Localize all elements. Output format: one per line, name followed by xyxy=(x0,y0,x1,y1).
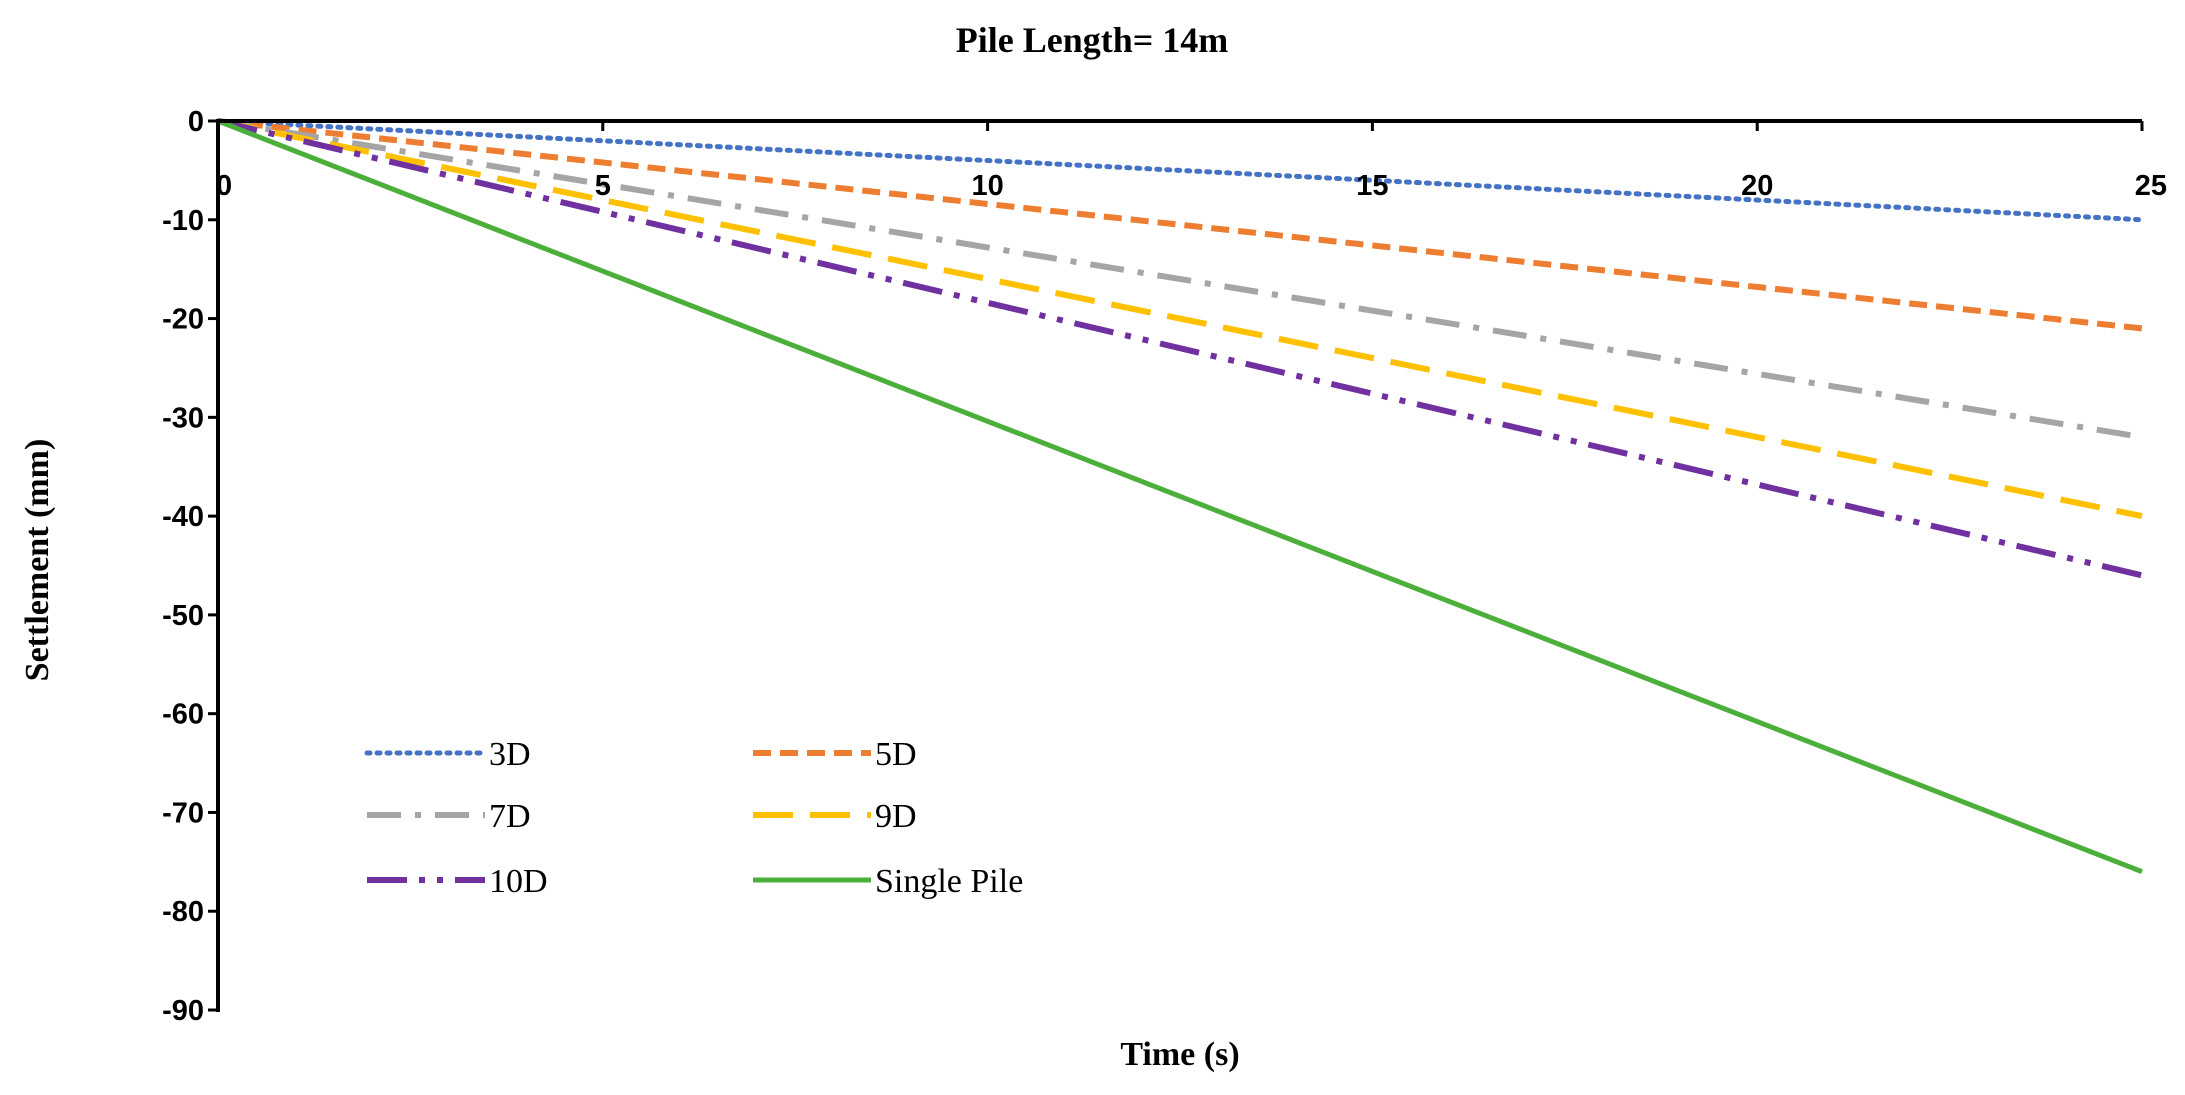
ticks-layer: 0 -10 -20 -30 -40 -50 -60 -70 -80 -90 0 5 10 15 20 25 xyxy=(162,106,2167,1027)
legend-label-5d: 5D xyxy=(875,736,917,773)
series-line-7d xyxy=(217,118,2143,441)
y-tick-label: -30 xyxy=(162,402,204,434)
legend-label-3d: 3D xyxy=(489,736,531,773)
y-tick-label: -90 xyxy=(162,995,204,1027)
x-tick-label: 15 xyxy=(1356,170,1388,202)
y-tick-label: -80 xyxy=(162,896,204,928)
x-tick-label: 25 xyxy=(2135,170,2167,202)
legend-label-single-pile: Single Pile xyxy=(875,863,1023,900)
series-line-10d xyxy=(217,118,2143,579)
legend-label-10d: 10D xyxy=(489,863,548,900)
series-line-5d xyxy=(217,118,2143,332)
y-axis-title: Settlement (mm) xyxy=(19,439,56,682)
series-line-9d xyxy=(217,118,2143,520)
legend-label-9d: 9D xyxy=(875,798,917,835)
series-line-3d xyxy=(215,118,2145,223)
series-layer xyxy=(215,118,2145,875)
x-axis-title: Time (s) xyxy=(1120,1036,1239,1073)
y-tick-label: -40 xyxy=(162,501,204,533)
y-tick-label: -60 xyxy=(162,699,204,731)
legend-label-7d: 7D xyxy=(489,798,531,835)
x-tick-label: 20 xyxy=(1741,170,1773,202)
y-tick-label: -20 xyxy=(162,304,204,336)
x-tick-label: 0 xyxy=(216,170,232,202)
x-tick-label: 5 xyxy=(595,170,611,202)
y-tick-label: -10 xyxy=(162,205,204,237)
axes-layer xyxy=(216,119,2142,1012)
x-tick-label: 10 xyxy=(971,170,1003,202)
y-tick-label: 0 xyxy=(188,106,204,138)
y-tick-label: -50 xyxy=(162,600,204,632)
y-tick-label: -70 xyxy=(162,797,204,829)
chart-title: Pile Length= 14m xyxy=(956,20,1229,60)
series-line-single-pile xyxy=(217,118,2143,875)
legend: 3D 5D 7D 9D 10D Single Pile xyxy=(364,736,1023,900)
